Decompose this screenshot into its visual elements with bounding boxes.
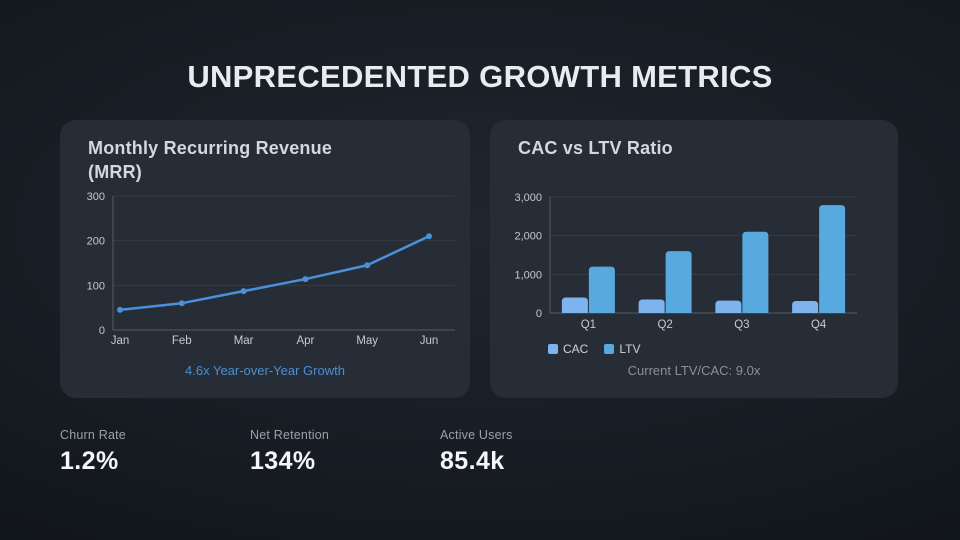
stat-value: 85.4k [440,447,505,475]
mrr-card-title: Monthly Recurring Revenue (MRR) [88,138,333,183]
svg-text:200: 200 [87,236,105,248]
cac-ltv-bar-chart: 0 1,000 2,000 3,000 Q1 Q2 Q3 Q4 [514,192,857,331]
cac-ltv-card: CAC vs LTV Ratio 0 1,000 2,000 3,000 Q1 Q2 Q3 Q… [490,120,898,398]
svg-text:Q1: Q1 [581,319,596,331]
svg-text:Jan: Jan [111,335,130,347]
svg-text:Jun: Jun [420,335,439,347]
svg-text:Q3: Q3 [734,319,749,331]
ltv-cac-ratio-caption: Current LTV/CAC: 9.0x [627,363,761,378]
stat-active-users: Active Users 85.4k [440,428,513,476]
cac-ltv-legend: CAC LTV [548,342,640,356]
svg-text:Apr: Apr [296,335,314,347]
svg-text:Q2: Q2 [657,319,672,331]
stat-label: Net Retention [250,428,330,442]
stat-label: Churn Rate [60,428,126,442]
stat-churn-rate: Churn Rate 1.2% [60,428,126,476]
legend-swatch-ltv [604,344,615,354]
stat-label: Active Users [440,428,513,442]
stat-value: 1.2% [60,447,119,475]
svg-text:Feb: Feb [172,335,192,347]
svg-text:3,000: 3,000 [514,192,542,204]
svg-text:Q4: Q4 [811,319,827,331]
legend-label: CAC [563,342,589,356]
slide-title: UNPRECEDENTED GROWTH METRICS [187,58,773,94]
legend-swatch-cac [548,344,558,354]
legend-label: LTV [619,342,641,356]
svg-text:0: 0 [536,308,542,320]
mrr-growth-caption: 4.6x Year-over-Year Growth [185,363,345,378]
svg-text:1,000: 1,000 [514,269,542,281]
svg-text:May: May [356,335,378,347]
stat-net-retention: Net Retention 134% [250,428,329,476]
svg-text:0: 0 [99,325,105,337]
cac-card-title: CAC vs LTV Ratio [518,138,673,158]
svg-text:Mar: Mar [234,335,254,347]
mrr-card: Monthly Recurring Revenue (MRR) 0 100 200 3… [60,120,470,398]
legend-item-cac: CAC [548,342,588,356]
svg-text:2,000: 2,000 [514,231,542,243]
stat-value: 134% [250,447,316,475]
mrr-line-chart: 0 100 200 300 Jan Feb Mar Apr May Jun [87,191,455,347]
svg-text:300: 300 [87,191,105,203]
svg-text:100: 100 [87,280,105,292]
legend-item-ltv: LTV [604,342,640,356]
stats-row: Churn Rate 1.2% Net Retention 134% Activ… [0,428,960,488]
